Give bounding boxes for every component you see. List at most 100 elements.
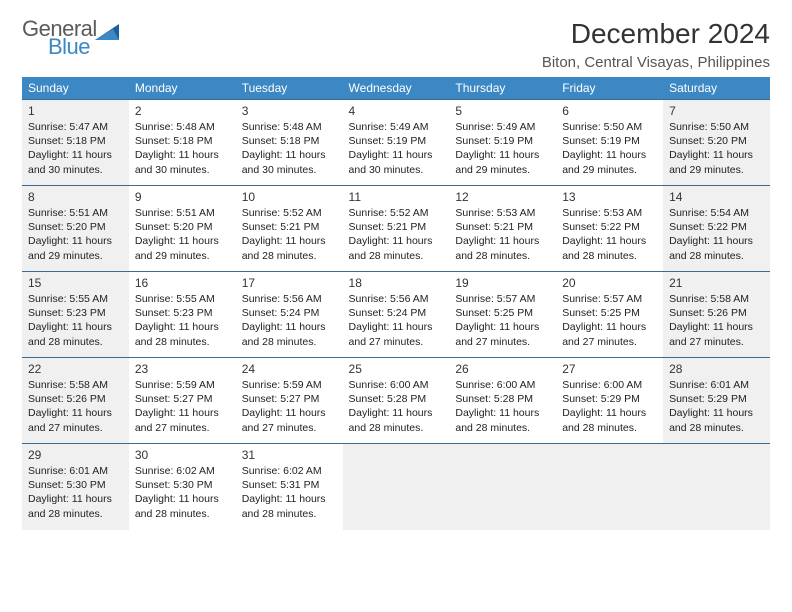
day-number: 20 [562,276,657,290]
sun-info: Sunrise: 5:49 AMSunset: 5:19 PMDaylight:… [349,120,444,177]
sun-info: Sunrise: 6:01 AMSunset: 5:29 PMDaylight:… [669,378,764,435]
weekday-header: Wednesday [343,77,450,100]
sun-info: Sunrise: 5:49 AMSunset: 5:19 PMDaylight:… [455,120,550,177]
calendar-cell: 11Sunrise: 5:52 AMSunset: 5:21 PMDayligh… [343,186,450,272]
sun-info: Sunrise: 5:59 AMSunset: 5:27 PMDaylight:… [242,378,337,435]
sun-info: Sunrise: 6:02 AMSunset: 5:30 PMDaylight:… [135,464,230,521]
day-number: 9 [135,190,230,204]
calendar-cell: 17 Sunrise: 5:56 AMSunset: 5:24 PMDayligh… [236,272,343,358]
sun-info: Sunrise: 5:53 AMSunset: 5:22 PMDaylight:… [562,206,657,263]
calendar-cell: 10Sunrise: 5:52 AMSunset: 5:21 PMDayligh… [236,186,343,272]
calendar-cell: 23Sunrise: 5:59 AMSunset: 5:27 PMDayligh… [129,358,236,444]
calendar-cell: 31Sunrise: 6:02 AMSunset: 5:31 PMDayligh… [236,444,343,530]
day-number: 10 [242,190,337,204]
weekday-header: Sunday [22,77,129,100]
day-number: 2 [135,104,230,118]
day-number: 17 [242,276,337,290]
calendar-cell: 9Sunrise: 5:51 AMSunset: 5:20 PMDaylight… [129,186,236,272]
sun-info: Sunrise: 5:47 AMSunset: 5:18 PMDaylight:… [28,120,123,177]
sun-info: Sunrise: 5:50 AMSunset: 5:19 PMDaylight:… [562,120,657,177]
calendar-cell: 24 Sunrise: 5:59 AMSunset: 5:27 PMDayligh… [236,358,343,444]
calendar-cell: 19 Sunrise: 5:57 AMSunset: 5:25 PMDayligh… [449,272,556,358]
sun-info: Sunrise: 5:57 AMSunset: 5:25 PMDaylight:… [562,292,657,349]
day-number: 12 [455,190,550,204]
calendar-cell: 28 Sunrise: 6:01 AMSunset: 5:29 PMDayligh… [663,358,770,444]
day-number: 29 [28,448,123,462]
sun-info: Sunrise: 5:58 AMSunset: 5:26 PMDaylight:… [669,292,764,349]
day-number: 27 [562,362,657,376]
day-number: 18 [349,276,444,290]
day-number: 25 [349,362,444,376]
day-number: 21 [669,276,764,290]
sun-info: Sunrise: 6:00 AMSunset: 5:29 PMDaylight:… [562,378,657,435]
day-number: 13 [562,190,657,204]
calendar-cell: 20 Sunrise: 5:57 AMSunset: 5:25 PMDayligh… [556,272,663,358]
day-number: 26 [455,362,550,376]
day-number: 16 [135,276,230,290]
sun-info: Sunrise: 5:55 AMSunset: 5:23 PMDaylight:… [135,292,230,349]
calendar-cell [343,444,450,530]
calendar-cell: 30Sunrise: 6:02 AMSunset: 5:30 PMDayligh… [129,444,236,530]
calendar-cell: 29 Sunrise: 6:01 AMSunset: 5:30 PMDayligh… [22,444,129,530]
sun-info: Sunrise: 5:48 AMSunset: 5:18 PMDaylight:… [242,120,337,177]
calendar-head: SundayMondayTuesdayWednesdayThursdayFrid… [22,77,770,100]
day-number: 28 [669,362,764,376]
sun-info: Sunrise: 5:56 AMSunset: 5:24 PMDaylight:… [349,292,444,349]
day-number: 31 [242,448,337,462]
day-number: 4 [349,104,444,118]
day-number: 15 [28,276,123,290]
day-number: 11 [349,190,444,204]
location-text: Biton, Central Visayas, Philippines [542,54,770,71]
calendar-cell: 5 Sunrise: 5:49 AMSunset: 5:19 PMDaylight… [449,100,556,186]
sun-info: Sunrise: 5:50 AMSunset: 5:20 PMDaylight:… [669,120,764,177]
logo: General Blue [22,18,123,58]
calendar-cell: 26Sunrise: 6:00 AMSunset: 5:28 PMDayligh… [449,358,556,444]
calendar-cell: 21 Sunrise: 5:58 AMSunset: 5:26 PMDayligh… [663,272,770,358]
weekday-header: Tuesday [236,77,343,100]
sun-info: Sunrise: 5:56 AMSunset: 5:24 PMDaylight:… [242,292,337,349]
logo-triangle-icon [95,22,123,47]
sun-info: Sunrise: 5:51 AMSunset: 5:20 PMDaylight:… [28,206,123,263]
calendar-cell [449,444,556,530]
day-number: 5 [455,104,550,118]
calendar-cell: 25 Sunrise: 6:00 AMSunset: 5:28 PMDayligh… [343,358,450,444]
day-number: 23 [135,362,230,376]
day-number: 6 [562,104,657,118]
calendar-cell: 27 Sunrise: 6:00 AMSunset: 5:29 PMDayligh… [556,358,663,444]
weekday-header: Thursday [449,77,556,100]
weekday-header: Monday [129,77,236,100]
logo-text: General Blue [22,18,97,58]
sun-info: Sunrise: 5:53 AMSunset: 5:21 PMDaylight:… [455,206,550,263]
sun-info: Sunrise: 5:54 AMSunset: 5:22 PMDaylight:… [669,206,764,263]
calendar-cell: 7Sunrise: 5:50 AMSunset: 5:20 PMDaylight… [663,100,770,186]
page-header: General Blue December 2024 Biton, Centra… [22,18,770,71]
page-title: December 2024 [542,18,770,50]
logo-word2: Blue [48,36,97,58]
sun-info: Sunrise: 5:48 AMSunset: 5:18 PMDaylight:… [135,120,230,177]
sun-info: Sunrise: 6:00 AMSunset: 5:28 PMDaylight:… [349,378,444,435]
sun-info: Sunrise: 5:55 AMSunset: 5:23 PMDaylight:… [28,292,123,349]
sun-info: Sunrise: 5:57 AMSunset: 5:25 PMDaylight:… [455,292,550,349]
calendar-body: 1Sunrise: 5:47 AMSunset: 5:18 PMDaylight… [22,100,770,530]
calendar-cell [556,444,663,530]
calendar-cell: 8 Sunrise: 5:51 AMSunset: 5:20 PMDaylight… [22,186,129,272]
day-number: 3 [242,104,337,118]
calendar-cell: 15 Sunrise: 5:55 AMSunset: 5:23 PMDayligh… [22,272,129,358]
calendar-cell: 22Sunrise: 5:58 AMSunset: 5:26 PMDayligh… [22,358,129,444]
day-number: 19 [455,276,550,290]
day-number: 24 [242,362,337,376]
calendar-cell: 12 Sunrise: 5:53 AMSunset: 5:21 PMDayligh… [449,186,556,272]
calendar-cell: 18 Sunrise: 5:56 AMSunset: 5:24 PMDayligh… [343,272,450,358]
calendar-cell: 2 Sunrise: 5:48 AMSunset: 5:18 PMDaylight… [129,100,236,186]
day-number: 8 [28,190,123,204]
calendar-cell: 1Sunrise: 5:47 AMSunset: 5:18 PMDaylight… [22,100,129,186]
calendar-cell: 13 Sunrise: 5:53 AMSunset: 5:22 PMDayligh… [556,186,663,272]
calendar-page: General Blue December 2024 Biton, Centra… [0,0,792,548]
weekday-header: Friday [556,77,663,100]
day-number: 14 [669,190,764,204]
title-block: December 2024 Biton, Central Visayas, Ph… [542,18,770,71]
calendar-cell: 4 Sunrise: 5:49 AMSunset: 5:19 PMDaylight… [343,100,450,186]
day-number: 22 [28,362,123,376]
weekday-header: Saturday [663,77,770,100]
sun-info: Sunrise: 6:01 AMSunset: 5:30 PMDaylight:… [28,464,123,521]
